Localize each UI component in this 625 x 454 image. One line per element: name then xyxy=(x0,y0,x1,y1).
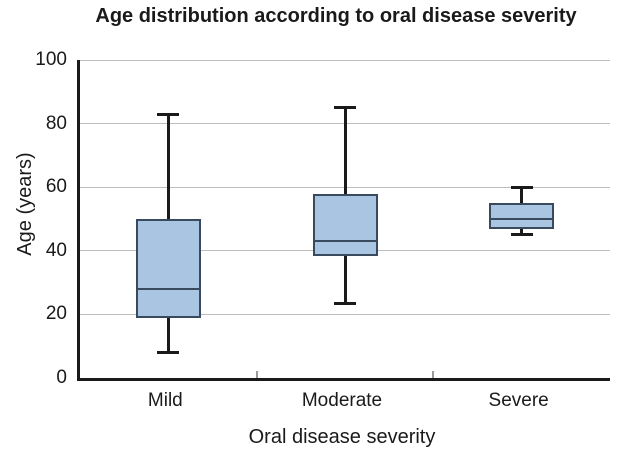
box xyxy=(312,193,378,256)
x-axis-title: Oral disease severity xyxy=(248,426,436,448)
median-line xyxy=(489,218,555,220)
whisker-cap-max xyxy=(510,185,533,189)
median-line xyxy=(312,240,378,243)
y-tick-label: 0 xyxy=(56,367,67,388)
y-tick-label: 100 xyxy=(35,49,67,70)
x-category-label: Severe xyxy=(488,390,549,411)
whisker-cap-min xyxy=(510,233,533,237)
y-tick-label: 80 xyxy=(45,112,67,134)
y-tick-label: 60 xyxy=(45,176,67,198)
median-line xyxy=(135,287,201,290)
category-boundary-tick xyxy=(432,371,435,378)
gridline xyxy=(80,59,610,61)
y-tick-label: 20 xyxy=(45,303,67,325)
chart-title: Age distribution according to oral disea… xyxy=(95,5,577,27)
box xyxy=(489,203,555,229)
whisker-cap-max xyxy=(157,112,180,116)
whisker-cap-max xyxy=(334,106,356,110)
box xyxy=(135,219,201,318)
y-tick-label: 40 xyxy=(45,239,67,261)
x-category-label: Moderate xyxy=(301,390,383,411)
whisker-cap-min xyxy=(157,351,180,355)
gridline xyxy=(80,313,610,315)
category-boundary-tick xyxy=(255,371,258,378)
x-category-label: Mild xyxy=(147,390,183,411)
whisker-cap-min xyxy=(334,301,356,305)
plot-area xyxy=(77,59,610,381)
